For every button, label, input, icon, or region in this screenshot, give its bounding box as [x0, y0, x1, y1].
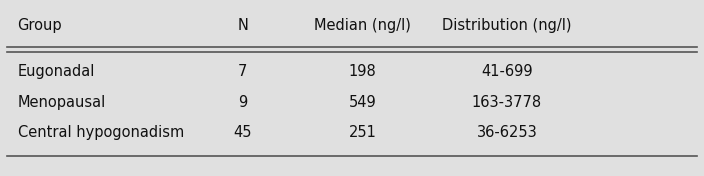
- Text: 7: 7: [238, 64, 248, 79]
- Text: N: N: [237, 18, 249, 33]
- Text: 41-699: 41-699: [481, 64, 533, 79]
- Text: Median (ng/l): Median (ng/l): [314, 18, 411, 33]
- Text: 9: 9: [238, 95, 248, 110]
- Text: Menopausal: Menopausal: [18, 95, 106, 110]
- Text: 198: 198: [348, 64, 377, 79]
- Text: 549: 549: [348, 95, 377, 110]
- Text: Group: Group: [18, 18, 62, 33]
- Text: 251: 251: [348, 125, 377, 140]
- Text: Distribution (ng/l): Distribution (ng/l): [442, 18, 572, 33]
- Text: 36-6253: 36-6253: [477, 125, 537, 140]
- Text: Central hypogonadism: Central hypogonadism: [18, 125, 184, 140]
- Text: 163-3778: 163-3778: [472, 95, 542, 110]
- Text: Eugonadal: Eugonadal: [18, 64, 95, 79]
- Text: 45: 45: [234, 125, 252, 140]
